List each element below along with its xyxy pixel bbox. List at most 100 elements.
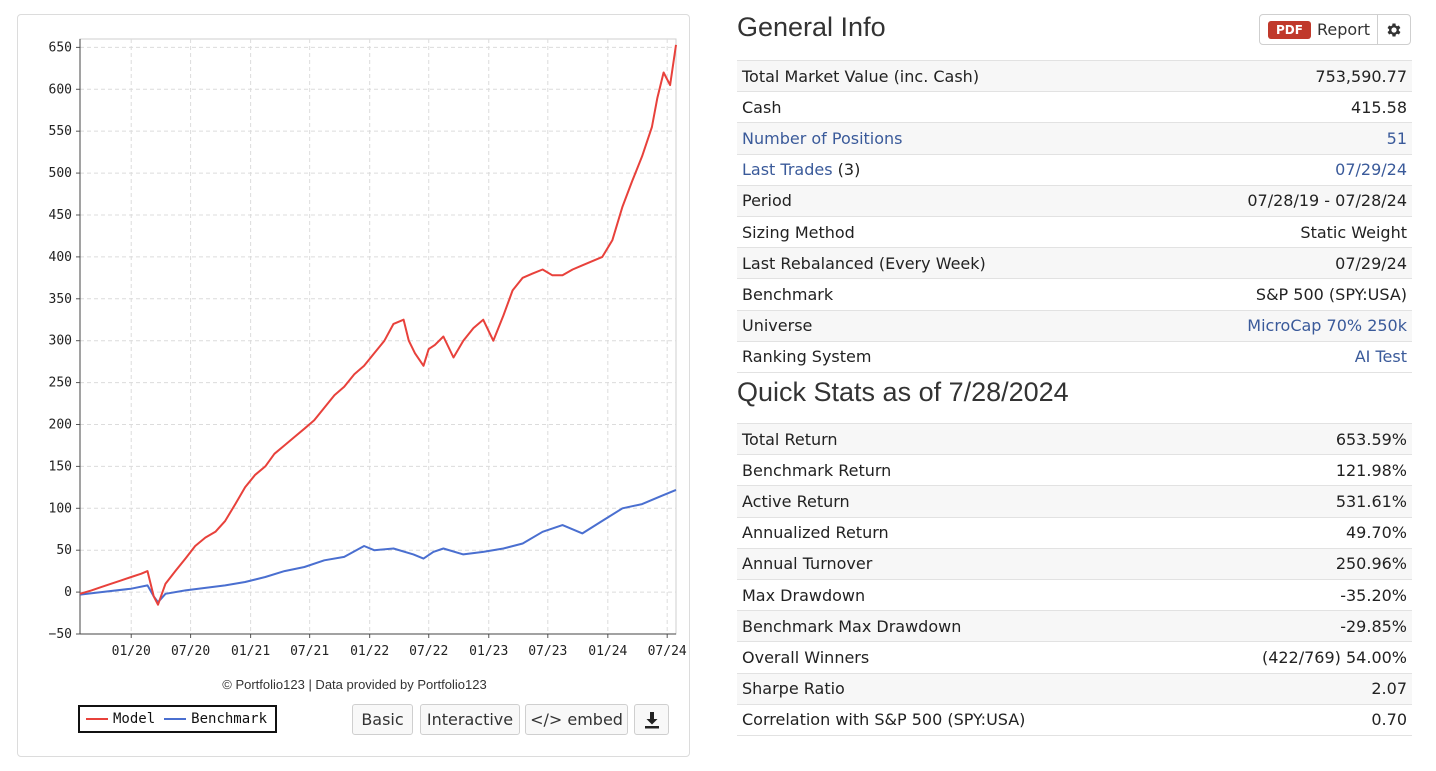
x-tick-label: 01/24 <box>588 644 627 659</box>
x-tick-label: 01/22 <box>350 644 389 659</box>
row-label: Correlation with S&P 500 (SPY:USA) <box>737 703 1179 736</box>
y-tick-label: 150 <box>49 459 72 474</box>
row-value: 250.96% <box>1178 547 1412 580</box>
number-of-positions-link[interactable]: Number of Positions <box>742 128 903 148</box>
y-tick-label: 300 <box>49 334 72 349</box>
y-tick-label: 600 <box>49 82 72 97</box>
row-label: Active Return <box>737 485 1179 518</box>
chart-legend: Model Benchmark <box>78 705 277 733</box>
row-value: S&P 500 (SPY:USA) <box>1141 278 1412 310</box>
row-label: Ranking System <box>737 340 1142 373</box>
legend-model-swatch <box>86 718 108 720</box>
row-value: 49.70% <box>1178 516 1412 549</box>
performance-chart[interactable]: −50 0 50 100 150 200 250 300 350 400 450 500 550 600 6… <box>18 15 691 675</box>
table-row: Benchmark S&P 500 (SPY:USA) <box>737 278 1412 310</box>
table-row: Active Return 531.61% <box>737 485 1412 518</box>
row-label: Benchmark <box>737 278 1142 310</box>
ranking-system-link[interactable]: AI Test <box>1354 347 1407 367</box>
last-trades-count: (3) <box>832 160 861 180</box>
settings-button[interactable] <box>1378 15 1410 44</box>
row-label: Annual Turnover <box>737 547 1179 580</box>
legend-model-label: Model <box>113 711 156 727</box>
row-label: Annualized Return <box>737 516 1179 549</box>
row-value: 07/28/19 - 07/28/24 <box>1141 184 1412 217</box>
y-tick-label: 450 <box>49 208 72 223</box>
table-row: Period 07/28/19 - 07/28/24 <box>737 184 1412 217</box>
x-tick-label: 07/23 <box>528 644 567 659</box>
plot-area <box>79 38 677 635</box>
basic-button[interactable]: Basic <box>352 704 413 735</box>
row-label: Last Rebalanced (Every Week) <box>737 247 1142 279</box>
row-label: Total Return <box>737 422 1179 455</box>
y-tick-label: 550 <box>49 124 72 139</box>
chart-credit: © Portfolio123 | Data provided by Portfo… <box>222 677 487 692</box>
embed-button[interactable]: </> embed <box>525 704 628 735</box>
legend-model[interactable]: Model <box>86 711 155 727</box>
table-row: Number of Positions 51 <box>737 122 1412 155</box>
table-row: Overall Winners (422/769) 54.00% <box>737 641 1412 673</box>
table-row: Benchmark Return 121.98% <box>737 454 1412 486</box>
row-label: Sharpe Ratio <box>737 672 1179 705</box>
row-label: Period <box>737 184 1142 217</box>
x-tick-label: 07/22 <box>409 644 448 659</box>
last-trades-date-link[interactable]: 07/29/24 <box>1335 160 1407 180</box>
row-value: Static Weight <box>1141 215 1412 248</box>
x-tick-label: 07/24 <box>648 644 687 659</box>
row-value: 2.07 <box>1178 672 1412 705</box>
download-button[interactable] <box>634 704 669 735</box>
general-info-table: Total Market Value (inc. Cash) 753,590.7… <box>737 59 1412 373</box>
performance-chart-panel: −50 0 50 100 150 200 250 300 350 400 450 500 550 600 6… <box>17 14 690 757</box>
y-tick-label: 350 <box>49 292 72 307</box>
positions-count-link[interactable]: 51 <box>1386 128 1407 148</box>
row-label: Benchmark Max Drawdown <box>737 610 1179 642</box>
row-value: (422/769) 54.00% <box>1178 641 1412 673</box>
series-line-model <box>79 44 677 606</box>
row-label: Max Drawdown <box>737 578 1179 611</box>
row-value: -35.20% <box>1178 578 1412 611</box>
y-tick-label: 50 <box>56 543 72 558</box>
row-value: 0.70 <box>1178 703 1412 736</box>
y-tick-label: 100 <box>49 501 72 516</box>
y-tick-label: 250 <box>49 376 72 391</box>
report-label: Report <box>1316 20 1370 39</box>
x-tick-label: 01/20 <box>112 644 151 659</box>
row-value: 531.61% <box>1178 485 1412 518</box>
download-icon <box>644 711 659 728</box>
row-label: Benchmark Return <box>737 454 1179 486</box>
row-value: 753,590.77 <box>1141 59 1412 92</box>
legend-benchmark[interactable]: Benchmark <box>164 711 267 727</box>
table-row: Annual Turnover 250.96% <box>737 547 1412 580</box>
row-value: 653.59% <box>1178 422 1412 455</box>
legend-benchmark-swatch <box>164 718 187 720</box>
row-label: Overall Winners <box>737 641 1179 673</box>
quick-stats-title: Quick Stats as of 7/28/2024 <box>737 377 1069 407</box>
universe-link[interactable]: MicroCap 70% 250k <box>1247 316 1407 336</box>
table-row: Sharpe Ratio 2.07 <box>737 672 1412 705</box>
row-label: Cash <box>737 91 1142 123</box>
table-row: Universe MicroCap 70% 250k <box>737 309 1412 342</box>
interactive-button[interactable]: Interactive <box>420 704 520 735</box>
table-row: Total Return 653.59% <box>737 422 1412 455</box>
report-button-group: PDF Report <box>1259 14 1411 45</box>
y-tick-label: −50 <box>49 627 72 642</box>
table-row: Cash 415.58 <box>737 91 1412 123</box>
y-tick-label: 500 <box>49 166 72 181</box>
x-tick-label: 01/21 <box>231 644 270 659</box>
series-line-benchmark <box>79 488 677 604</box>
legend-benchmark-label: Benchmark <box>191 711 268 727</box>
quick-stats-table: Total Return 653.59% Benchmark Return 12… <box>737 422 1412 736</box>
y-tick-label: 650 <box>49 40 72 55</box>
row-label: Sizing Method <box>737 215 1142 248</box>
last-trades-link[interactable]: Last Trades <box>742 160 833 180</box>
table-row: Total Market Value (inc. Cash) 753,590.7… <box>737 59 1412 92</box>
gear-icon <box>1387 23 1401 36</box>
y-tick-label: 0 <box>64 585 72 600</box>
table-row: Last Rebalanced (Every Week) 07/29/24 <box>737 247 1412 279</box>
table-row: Correlation with S&P 500 (SPY:USA) 0.70 <box>737 703 1412 736</box>
x-tick-label: 01/23 <box>469 644 508 659</box>
pdf-icon: PDF <box>1268 20 1311 39</box>
y-tick-label: 200 <box>49 417 72 432</box>
table-row: Annualized Return 49.70% <box>737 516 1412 549</box>
table-row: Benchmark Max Drawdown -29.85% <box>737 610 1412 642</box>
pdf-report-button[interactable]: PDF Report <box>1260 15 1378 44</box>
